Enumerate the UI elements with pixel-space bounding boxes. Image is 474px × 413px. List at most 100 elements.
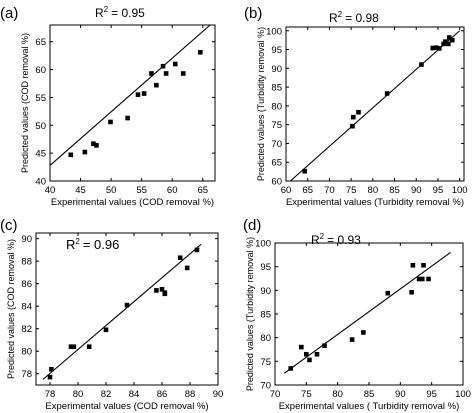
y-tick-label: 85 xyxy=(271,83,282,94)
data-point xyxy=(194,247,200,253)
x-tick-label: 90 xyxy=(395,389,406,400)
plot-frame xyxy=(35,232,219,386)
x-tick-label: 80 xyxy=(368,185,379,196)
panel-label: (d) xyxy=(243,217,261,234)
x-tick-label: 80 xyxy=(73,389,84,400)
data-point xyxy=(103,327,109,333)
data-point xyxy=(322,343,327,349)
y-tick-label: 100 xyxy=(266,26,282,37)
fit-line xyxy=(289,30,461,182)
data-point xyxy=(446,41,451,47)
r-squared-symbol: R xyxy=(66,237,75,252)
y-tick-label: 95 xyxy=(260,262,271,273)
data-point xyxy=(443,39,448,44)
x-tick-label: 75 xyxy=(301,389,312,400)
data-point xyxy=(350,114,356,120)
y-tick-label: 55 xyxy=(35,93,46,104)
data-point xyxy=(307,357,312,363)
fit-line xyxy=(49,24,211,166)
r-squared-exponent: 2 xyxy=(320,232,325,241)
y-tick-label: 78 xyxy=(21,369,32,380)
data-point xyxy=(141,91,147,96)
x-tick-label: 84 xyxy=(129,389,140,400)
x-tick-label: 88 xyxy=(185,389,196,400)
r-squared-value: = 0.95 xyxy=(111,6,145,20)
data-point xyxy=(163,71,169,76)
y-tick-label: 75 xyxy=(260,357,271,368)
r-squared-symbol: R xyxy=(95,6,104,20)
data-point xyxy=(446,35,452,40)
y-tick-label: 85 xyxy=(260,310,271,321)
y-axis-label: Predicted values (COD removal %) xyxy=(6,239,16,379)
r-squared-annotation: R2 = 0.95 xyxy=(95,5,145,20)
y-axis-label: Predicted values (COD removal %) xyxy=(20,33,30,173)
x-tick-label: 65 xyxy=(197,185,208,196)
data-point xyxy=(108,119,113,125)
panel-label: (b) xyxy=(244,5,262,22)
data-point xyxy=(68,344,74,350)
data-point xyxy=(288,366,293,371)
data-point xyxy=(409,289,414,295)
data-point xyxy=(349,337,355,342)
x-tick-label: 100 xyxy=(452,185,468,196)
data-point xyxy=(436,46,442,51)
r-squared-annotation: R2 = 0.93 xyxy=(311,232,361,247)
data-point xyxy=(159,286,165,292)
data-point xyxy=(154,82,159,88)
y-tick-label: 80 xyxy=(21,347,32,358)
panel-b: 60 65 70 75 80 85 90 95 1006065707580859095100Ex… xyxy=(244,5,468,208)
x-tick-label: 40 xyxy=(45,185,56,196)
data-point xyxy=(172,61,178,67)
data-point xyxy=(430,45,436,51)
data-point xyxy=(125,115,130,121)
y-tick-label: 86 xyxy=(21,279,32,290)
data-point xyxy=(68,152,74,158)
y-axis-label: Predicted values (Turbidity removal %) xyxy=(245,237,255,391)
y-tick-label: 60 xyxy=(271,177,282,188)
r-squared-value: = 0.96 xyxy=(83,237,120,252)
y-tick-label: 80 xyxy=(260,333,271,344)
data-point xyxy=(94,143,99,148)
data-point xyxy=(47,374,53,380)
data-point xyxy=(419,276,425,282)
data-point xyxy=(302,168,307,174)
data-point xyxy=(421,262,426,268)
plot-frame xyxy=(285,26,465,182)
data-point xyxy=(416,276,422,282)
y-tick-label: 65 xyxy=(271,158,282,169)
data-point xyxy=(385,290,391,296)
data-point xyxy=(86,344,92,350)
x-tick-label: 70 xyxy=(270,389,281,400)
y-tick-label: 100 xyxy=(255,239,271,250)
x-tick-label: 78 xyxy=(45,389,56,400)
fit-line xyxy=(42,243,202,380)
data-point xyxy=(49,366,54,372)
data-point xyxy=(449,37,455,43)
data-point xyxy=(154,288,159,293)
x-tick-label: 45 xyxy=(75,185,86,196)
x-axis-label: Experimental values (Turbidity removal %… xyxy=(286,197,464,208)
data-point xyxy=(314,351,320,357)
data-point xyxy=(299,344,304,350)
y-tick-label: 90 xyxy=(260,286,271,297)
y-axis-label: Predicted values (Turbidity removal %) xyxy=(256,27,266,181)
x-tick-label: 50 xyxy=(106,185,117,196)
x-tick-label: 82 xyxy=(101,389,112,400)
y-tick-label: 50 xyxy=(35,121,46,132)
x-axis-label: Experimental values (COD removal %) xyxy=(45,401,208,412)
data-point xyxy=(124,302,130,308)
data-point xyxy=(149,71,154,76)
y-tick-label: 70 xyxy=(271,139,282,150)
r-squared-exponent: 2 xyxy=(75,237,80,246)
data-point xyxy=(410,262,416,268)
y-tick-label: 75 xyxy=(271,120,282,131)
r-squared-value: = 0.93 xyxy=(327,233,361,247)
y-tick-label: 40 xyxy=(35,177,46,188)
y-tick-label: 88 xyxy=(21,257,32,268)
panel-label: (c) xyxy=(0,217,18,234)
data-point xyxy=(71,344,77,350)
x-tick-label: 90 xyxy=(213,389,224,400)
x-tick-label: 95 xyxy=(426,389,437,400)
r-squared-symbol: R xyxy=(329,11,338,25)
